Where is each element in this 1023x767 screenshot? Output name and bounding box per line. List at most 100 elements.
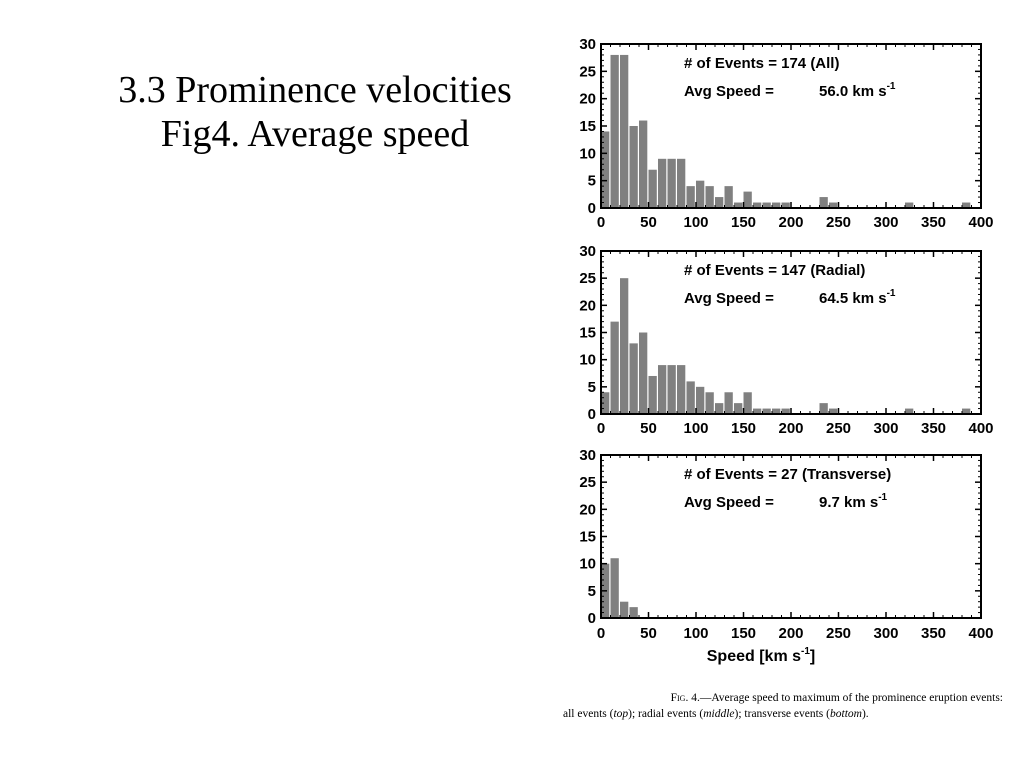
slide-title-line-1: 3.3 Prominence velocities [118,69,512,111]
y-tick-label: 0 [588,200,596,217]
y-tick-label: 20 [579,297,596,314]
histogram-bar [753,408,762,414]
y-tick-label: 15 [579,118,596,135]
y-tick-label: 10 [579,556,596,573]
histogram-panel-1: 0 50 100 150 200 250 300 350 400 0 5 10 15 20 25 30 # of… [579,36,993,231]
caption-top: top [613,708,629,720]
histogram-bar [620,601,629,618]
x-tick-label: 150 [731,214,756,231]
x-tick-label: 250 [826,420,851,437]
histogram-bar [734,202,743,208]
histogram-bar [620,278,629,414]
caption-text-1: —Average speed to maximum of the promine… [699,692,1003,704]
caption-text-2a: all events ( [563,708,614,720]
x-tick-label: 400 [968,625,993,642]
histogram-bar [601,392,610,414]
histogram-bar [743,191,752,208]
annotation-event-count: # of Events = 174 (All) [684,55,839,72]
histogram-bar [819,403,828,414]
x-tick-label: 100 [683,214,708,231]
histogram-bar [829,202,838,208]
annotation-event-count: # of Events = 147 (Radial) [684,262,865,279]
y-tick-label: 30 [579,243,596,260]
histogram-panel-3: 0 50 100 150 200 250 300 350 400 0 5 10 15 20 25 30 # of… [579,447,993,665]
caption-bottom: bottom [830,708,862,720]
x-axis-label: Speed [km s-1] [707,646,816,665]
y-tick-label: 25 [579,270,596,287]
histogram-bar [686,381,695,414]
figure-caption: Fig. 4.—Average speed to maximum of the … [563,690,1003,722]
histogram-bar [962,202,971,208]
caption-line-1: Fig. 4.—Average speed to maximum of the … [563,690,1003,706]
annotation-avg-speed: Avg Speed = 9.7 km s-1 [684,492,888,511]
caption-fig-label: Fig. 4. [670,692,700,704]
x-tick-label: 50 [640,625,657,642]
x-tick-label: 100 [683,625,708,642]
y-tick-label: 30 [579,36,596,53]
y-tick-label: 5 [588,173,596,190]
y-tick-label: 30 [579,447,596,464]
caption-text-2b: ); radial events ( [628,708,704,720]
y-tick-label: 15 [579,325,596,342]
x-tick-label: 350 [921,625,946,642]
histogram-bar [667,158,676,208]
histogram-bar [648,375,657,414]
x-tick-label: 250 [826,625,851,642]
histogram-bar [705,186,714,208]
histogram-bar [819,197,828,208]
histogram-bar [715,197,724,208]
histogram-bar [724,392,733,414]
histogram-bar [629,343,638,414]
histogram-bar [639,120,648,208]
x-tick-label: 350 [921,214,946,231]
slide-title: 3.3 Prominence velocities Fig4. Average … [60,68,570,156]
histogram-bar [753,202,762,208]
histogram-bar [724,186,733,208]
caption-middle: middle [703,708,735,720]
y-tick-label: 0 [588,406,596,423]
histogram-bar [762,202,771,208]
histogram-bar [829,408,838,414]
y-tick-label: 25 [579,63,596,80]
histogram-bar [658,365,667,414]
histogram-bar [743,392,752,414]
x-tick-label: 150 [731,625,756,642]
histogram-bar [639,332,648,414]
histogram-bar [620,54,629,209]
histogram-panel-2: 0 50 100 150 200 250 300 350 400 0 5 10 15 20 25 30 # of… [579,243,993,437]
histogram-bar [658,158,667,208]
x-tick-label: 200 [778,420,803,437]
annotation-avg-speed: Avg Speed = 64.5 km s-1 [684,288,896,307]
x-tick-label: 0 [597,625,605,642]
histogram-bar [705,392,714,414]
annotation-avg-speed: Avg Speed = 56.0 km s-1 [684,81,896,100]
y-tick-label: 10 [579,145,596,162]
x-tick-label: 400 [968,420,993,437]
x-tick-label: 150 [731,420,756,437]
x-tick-label: 300 [873,420,898,437]
x-tick-label: 250 [826,214,851,231]
histogram-bar [677,365,686,414]
histogram-bar [648,169,657,208]
y-tick-label: 15 [579,529,596,546]
histogram-bar [610,321,619,414]
y-tick-label: 0 [588,610,596,627]
slide-title-line-2: Fig4. Average speed [160,113,470,155]
y-tick-label: 20 [579,91,596,108]
caption-text-2c: ); transverse events ( [734,708,830,720]
histogram-bar [629,126,638,208]
histogram-bar [610,558,619,618]
histogram-bar [686,186,695,208]
histogram-bar [715,403,724,414]
x-tick-label: 0 [597,214,605,231]
histogram-bar [781,202,790,208]
x-tick-label: 0 [597,420,605,437]
caption-line-2: all events (top); radial events (middle)… [563,706,1003,722]
x-tick-label: 100 [683,420,708,437]
y-tick-label: 5 [588,583,596,600]
x-tick-label: 200 [778,214,803,231]
histogram-bar [772,408,781,414]
annotation-event-count: # of Events = 27 (Transverse) [684,466,891,483]
y-tick-label: 10 [579,352,596,369]
